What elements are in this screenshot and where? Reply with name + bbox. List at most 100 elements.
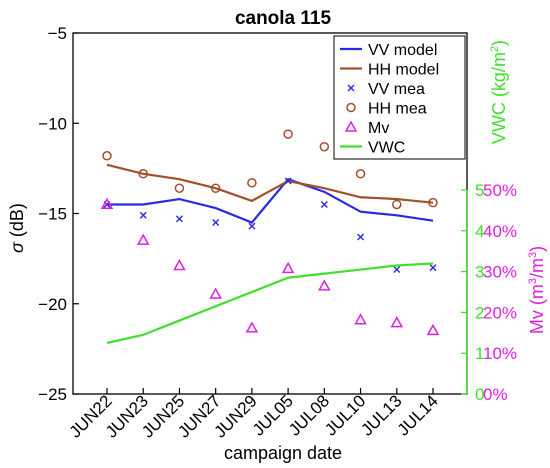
legend-item: HH model [340,62,439,79]
vv-mea-point [175,215,183,223]
vv-mea-point [284,177,292,185]
mv-point [354,313,367,325]
mv-point [245,321,259,333]
legend-item: VV model [340,42,437,59]
mv-axis-label-text: Mv (m [527,284,547,334]
series-line [106,262,434,345]
hh-mea-point [247,178,257,188]
y-axis-label: σ (dB) [7,203,27,253]
mv-axis-label-sup2: 3 [527,252,539,258]
series-vv-mea [103,177,437,273]
vv-mea-point [357,233,365,241]
mv-point [390,316,404,328]
vwc-tick-label: 5 [475,181,484,200]
x-mark-stroke [284,177,292,185]
mv-tick-label: 30% [483,263,517,282]
legend-label: HH model [368,62,439,79]
mv-axis-label-mid: /m [527,258,547,278]
x-mark-stroke [212,219,220,227]
left-tick-label: −20 [38,295,67,314]
mv-tick-label: 20% [483,303,517,322]
mv-point [100,197,114,210]
hh-mea-point [102,150,112,161]
left-tick-label: −25 [38,385,67,404]
vv-mea-point [393,265,401,273]
legend: VV model HH model VV mea HH mea Mv VWC [333,35,466,160]
hh-mea-point [428,197,438,208]
mv-point [209,287,222,299]
mv-tick-label: 10% [483,344,517,363]
x-mark-stroke [393,265,401,273]
legend-box [333,35,466,160]
x-mark-stroke [357,233,365,241]
vwc-tick-label: 4 [475,222,484,241]
mv-point [281,261,295,274]
x-mark-stroke [139,211,147,219]
series-hh-mea [102,129,438,210]
mv-tick-label: 40% [483,222,517,241]
series-line [106,163,434,204]
legend-label: VWC [368,140,405,157]
vv-mea-point [139,211,147,219]
legend-item: Mv [344,120,389,137]
vv-mea-point [248,222,256,230]
x-mark-stroke [248,222,256,230]
vwc-tick-label: 3 [475,263,484,282]
left-tick-label: −5 [48,24,67,43]
vwc-tick-label: 0 [475,385,484,404]
legend-circle-swatch [346,102,356,113]
legend-label: Mv [368,120,389,137]
vwc-tick-label: 2 [475,303,484,322]
y-axis-label-symbol: σ [7,241,27,253]
mv-point [318,279,331,291]
hh-mea-point [138,169,148,179]
x-mark-stroke [320,200,328,208]
left-tick-label: −15 [38,205,67,224]
legend-x-swatch [347,84,355,92]
legend-triangle-swatch [344,120,358,132]
hh-mea-point [283,129,293,139]
series-mv [100,197,440,336]
vwc-axis-label: VWC (kg/m2) [489,40,509,144]
hh-mea-point [392,199,402,210]
mv-axis-label-end: ) [527,246,547,252]
hh-mea-point [319,141,330,152]
x-axis-label: campaign date [224,443,342,463]
chart-title: canola 115 [235,8,332,29]
y-axis-label-unit: (dB) [7,203,27,242]
mv-tick-label: 0% [483,385,508,404]
vv-mea-point [320,200,328,208]
left-axis: −25 −20 −15 −10 −5 [38,24,79,404]
legend-item: VWC [340,140,405,157]
mv-axis-label-sup1: 3 [527,278,539,284]
mv-point [173,258,186,271]
legend-label: VV mea [368,81,425,98]
legend-label: HH mea [368,101,427,118]
mv-point [136,233,150,245]
left-tick-label: −10 [38,114,67,133]
x-mark-stroke [429,264,437,272]
series-line [107,177,434,224]
series-vwc [106,262,434,345]
x-mark-stroke [175,215,183,223]
vwc-axis-label-text: VWC (kg/m [489,52,509,144]
legend-item: VV mea [347,81,425,98]
vwc-tick-label: 1 [475,344,484,363]
hh-mea-point [174,183,185,193]
hh-mea-point [355,169,366,179]
legend-label: VV model [368,42,437,59]
mv-point [426,323,440,336]
mv-tick-label: 50% [483,181,517,200]
vv-mea-point [212,219,220,227]
vwc-axis-label-end: ) [489,40,509,46]
series-hh-model [106,163,434,204]
vv-mea-point [429,264,437,272]
vwc-axis-label-sup: 2 [489,46,501,52]
series-vv-model [107,177,434,224]
hh-mea-point [210,183,221,193]
mv-axis-label: Mv (m3/m3) [527,246,547,334]
legend-item: HH mea [346,101,427,118]
series-layer [100,129,440,345]
